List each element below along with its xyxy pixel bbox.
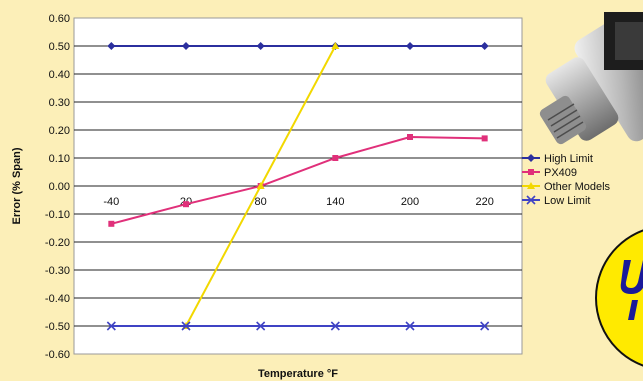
y-tick-label: 0.10 <box>49 153 70 165</box>
legend-label: PX409 <box>544 167 577 179</box>
data-point <box>406 42 414 50</box>
data-point <box>480 321 490 331</box>
legend-marker <box>527 154 535 162</box>
x-tick-label: 140 <box>326 196 344 208</box>
legend-label: High Limit <box>544 153 593 165</box>
legend-marker <box>528 169 534 175</box>
legend-marker <box>527 182 535 189</box>
data-point <box>256 182 265 189</box>
y-tick-label: -0.60 <box>45 349 70 361</box>
data-point <box>405 321 415 331</box>
y-tick-label: 0.30 <box>49 97 70 109</box>
data-point <box>182 42 190 50</box>
data-point <box>332 155 339 161</box>
x-tick-label: 200 <box>401 196 419 208</box>
x-tick-label: 80 <box>255 196 267 208</box>
promo-badge <box>595 229 643 367</box>
y-tick-label: 0.00 <box>49 181 70 193</box>
data-point <box>107 42 116 50</box>
data-point <box>407 134 413 140</box>
legend-label: Low Limit <box>544 195 590 207</box>
x-tick-label: -40 <box>103 196 119 208</box>
data-point <box>106 321 116 331</box>
pressure-transducer-photo <box>539 12 643 145</box>
legend-label: Other Models <box>544 181 611 193</box>
data-point <box>331 42 340 49</box>
y-tick-label: 0.20 <box>49 125 70 137</box>
x-axis-title: Temperature °F <box>258 368 338 380</box>
data-point <box>108 220 115 227</box>
data-point <box>183 201 189 208</box>
series-group <box>106 42 490 331</box>
y-tick-label: 0.60 <box>49 13 70 25</box>
x-tick-label: 220 <box>475 196 493 208</box>
data-point <box>481 135 488 142</box>
y-tick-label: 0.40 <box>49 69 70 81</box>
y-tick-label: -0.10 <box>45 209 70 221</box>
y-tick-label: -0.40 <box>45 293 70 305</box>
legend: High Limit PX409 Other Models Low Limit <box>522 153 611 207</box>
legend-marker <box>526 195 536 205</box>
legend-item-px409: PX409 <box>522 167 577 179</box>
y-axis-ticks: 0.60 0.50 0.40 0.30 0.20 0.10 0.00 -0.10 -0.20 -0… <box>45 13 70 361</box>
data-point <box>181 321 191 331</box>
legend-item-other-models: Other Models <box>522 181 611 193</box>
y-tick-label: 0.50 <box>49 41 70 53</box>
series-line <box>111 135 485 225</box>
legend-item-high-limit: High Limit <box>522 153 593 165</box>
y-axis-title: Error (% Span) <box>11 147 23 224</box>
legend-item-low-limit: Low Limit <box>522 195 590 207</box>
data-point <box>256 42 265 50</box>
y-tick-label: -0.50 <box>45 321 70 333</box>
data-point <box>330 321 340 331</box>
data-point <box>480 42 489 50</box>
data-point <box>256 321 266 331</box>
y-tick-label: -0.30 <box>45 265 70 277</box>
series-low-limit <box>106 321 490 331</box>
y-tick-label: -0.20 <box>45 237 70 249</box>
